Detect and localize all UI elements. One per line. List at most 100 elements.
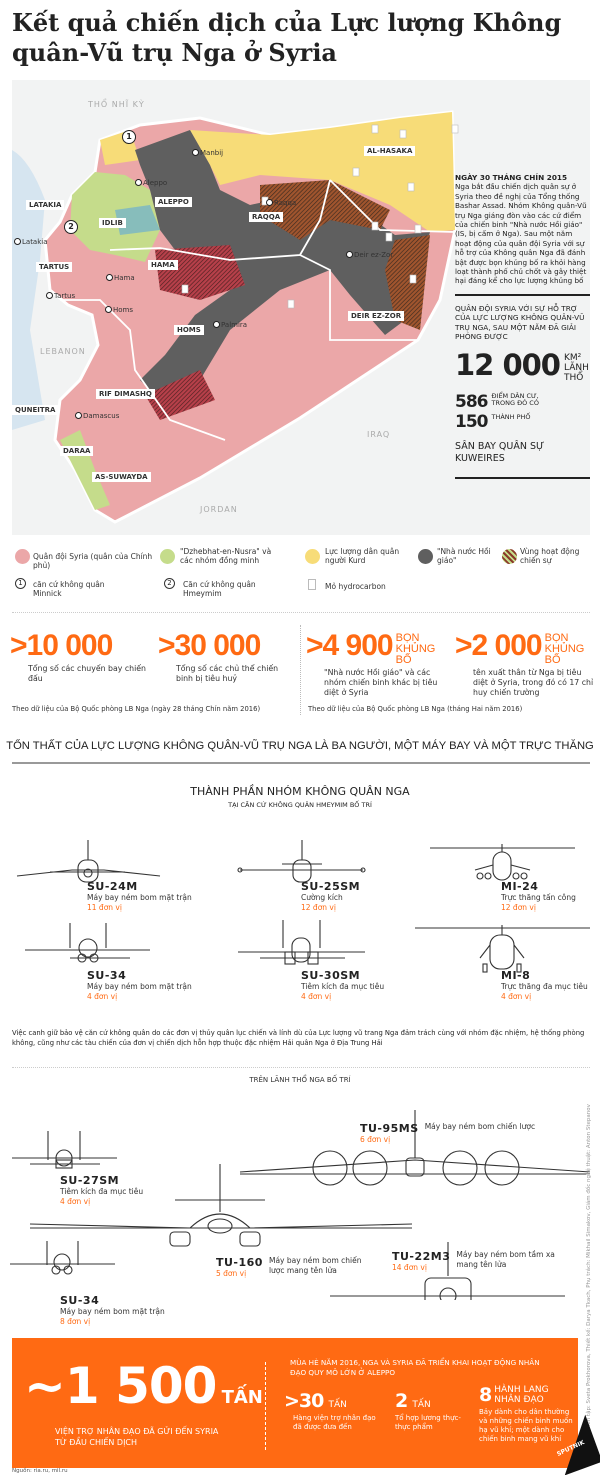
aircraft-mi-8: MI-8 Trực thăng đa mục tiêu 4 đơn vị: [501, 969, 588, 1002]
legend-swatch-is: [418, 549, 433, 564]
su-34-icon: [25, 923, 150, 963]
aircraft-desc: Máy bay ném bom mặt trận: [87, 893, 192, 902]
city-palmira: Palmira: [213, 321, 247, 329]
region-nusra: [70, 172, 160, 262]
marker-2-icon: 2: [164, 578, 175, 589]
aid-item-value: >30: [284, 1390, 324, 1412]
legend-label: Lực lượng dân quân người Kurd: [325, 547, 400, 565]
aircraft-tu-22m3: TU-22M3 14 đơn vị Máy bay ném bom tầm xa…: [392, 1250, 577, 1273]
aid-item-unit: HÀNH LANG NHÂN ĐẠO: [494, 1385, 549, 1405]
su-25sm-icon: [237, 840, 366, 883]
mi-8-icon: [415, 925, 590, 973]
cities-value: 150: [455, 411, 488, 432]
stat-value: 10 000: [26, 629, 114, 662]
su-34-russia-icon: [10, 1241, 115, 1275]
map-graphic: [12, 80, 590, 535]
aircraft-name: SU-34: [87, 969, 127, 982]
stat-value: 2 000: [471, 629, 543, 662]
country-label-lebanon: LEBANON: [40, 347, 86, 356]
bracket: [258, 1362, 266, 1450]
aircraft-units: 12 đơn vị: [501, 903, 536, 912]
source-note: Theo dữ liệu của Bộ Quốc phòng LB Nga (n…: [12, 705, 261, 713]
country-label-iraq: IRAQ: [367, 430, 391, 439]
page-title: Kết quả chiến dịch của Lực lượng Không q…: [12, 8, 562, 67]
legend-swatch-nusra: [160, 549, 175, 564]
city-hama: Hama: [106, 274, 135, 282]
aircraft-units: 8 đơn vị: [60, 1317, 91, 1326]
region-label-daraa: DARAA: [60, 446, 94, 456]
aircraft-units: 4 đơn vị: [60, 1197, 91, 1206]
city-manbij: Manbij: [192, 149, 223, 157]
divider: [300, 625, 301, 715]
aircraft-drawings-hmeymim: [16, 840, 590, 973]
divider: [12, 762, 590, 764]
aircraft-desc: Trực thăng tấn công: [501, 893, 576, 902]
legend-label: Căn cứ không quân Hmeymim: [183, 580, 256, 598]
stat-prefix: >: [10, 629, 28, 662]
aircraft-units: 4 đơn vị: [87, 992, 118, 1001]
source: Nguồn: ria.ru, mil.ru: [12, 1468, 68, 1474]
aircraft-su-34-russia: SU-34 Máy bay ném bom mặt trận 8 đơn vị: [60, 1294, 165, 1327]
stat-prefix: >: [455, 629, 473, 662]
stat-unit: BỌN KHỦNG BỐ: [544, 632, 585, 666]
info-panel: NGÀY 30 THÁNG CHÍN 2015 Nga bắt đầu chiế…: [455, 173, 590, 487]
legend-label: Mỏ hydrocarbon: [325, 582, 386, 591]
stat-russian-terrorists: >2 000 BỌN KHỦNG BỐ tên xuất thân từ Nga …: [455, 630, 598, 698]
aid-item-unit: TẤN: [412, 1400, 431, 1410]
region-label-al-hasaka: AL-HASAKA: [364, 146, 416, 156]
aid-item-desc: Tổ hợp lương thực-thực phẩm: [395, 1414, 461, 1431]
region-label-homs: HOMS: [174, 325, 204, 335]
guard-text: Việc canh giữ bảo vệ căn cứ không quân d…: [12, 1029, 585, 1047]
aid-item-value: 8: [479, 1384, 492, 1406]
aircraft-desc: Máy bay ném bom chiến lược: [424, 1122, 536, 1131]
region-label-quneitra: QUNEITRA: [12, 405, 59, 415]
aid-item-value: 2: [395, 1390, 408, 1412]
aid-banner: ~1 500 TẤN VIỆN TRỢ NHÂN ĐẠO ĐÃ GỬI ĐẾN …: [12, 1338, 578, 1468]
divider: [12, 612, 590, 613]
aircraft-desc: Máy bay ném bom chiến lược mang tên lửa: [268, 1256, 362, 1275]
aircraft-name: SU-27SM: [60, 1174, 120, 1187]
losses-heading: TỔN THẤT CỦA LỰC LƯỢNG KHÔNG QUÂN-VŨ TRỤ…: [6, 740, 594, 752]
aircraft-name: TU-160: [216, 1256, 263, 1269]
aleppo-heading: MÙA HÈ NĂM 2016, NGA VÀ SYRIA ĐÃ TRIỂN K…: [290, 1358, 540, 1377]
aid-unit: TẤN: [221, 1387, 263, 1408]
legend-label: "Dzhebhat-en-Nusra" và các nhóm đồng min…: [180, 547, 272, 565]
aircraft-name: SU-34: [60, 1294, 100, 1307]
legend-label: Vùng hoạt động chiến sự: [520, 547, 580, 565]
region-label-deir-ez-zor: DEIR EZ-ZOR: [348, 311, 405, 321]
tu-160-icon: [29, 1164, 413, 1247]
airbase-marker-1[interactable]: 1: [122, 130, 136, 144]
city-tartus: Tartus: [46, 292, 75, 300]
city-latakia: Latakia: [14, 238, 48, 246]
airbase-marker-2[interactable]: 2: [64, 220, 78, 234]
region-label-as-suwayda: AS-SUWAYDA: [92, 472, 151, 482]
country-label-jordan: JORDAN: [200, 505, 238, 514]
aircraft-su-24m: SU-24M Máy bay ném bom mặt trận 11 đơn v…: [87, 880, 192, 913]
country-label-turkey: THỔ NHĨ KỲ: [88, 100, 145, 109]
aircraft-units: 4 đơn vị: [301, 992, 332, 1001]
region-label-idlib: IDLIB: [99, 218, 126, 228]
region-label-latakia: LATAKIA: [26, 200, 65, 210]
aircraft-name: TU-22M3: [392, 1250, 451, 1263]
liberated-intro: QUÂN ĐỘI SYRIA VỚI SỰ HỖ TRỢ CỦA LỰC LƯỢ…: [455, 303, 585, 342]
aircraft-name: SU-25SM: [301, 880, 361, 893]
marker-1-icon: 1: [15, 578, 26, 589]
aircraft-mi-24: MI-24 Trực thăng tấn công 12 đơn vị: [501, 880, 576, 913]
stat-prefix: >: [306, 629, 324, 662]
aircraft-su-27sm: SU-27SM Tiêm kích đa mục tiêu 4 đơn vị: [60, 1174, 143, 1207]
divider: [455, 476, 590, 479]
aid-item-desc: Bảy dành cho dân thường và những chiến b…: [479, 1408, 573, 1443]
stat-prefix: >: [158, 629, 176, 662]
aid-desc: VIỆN TRỢ NHÂN ĐẠO ĐÃ GỬI ĐẾN SYRIA TỪ ĐẦ…: [55, 1427, 219, 1447]
aircraft-name: SU-30SM: [301, 969, 361, 982]
aircraft-tu-95ms: TU-95MS 6 đơn vị Máy bay ném bom chiến l…: [360, 1122, 575, 1145]
mi-24-icon: [430, 844, 575, 881]
divider: [12, 1067, 590, 1068]
city-deir-ez-zor: Deir ez-Zor: [346, 251, 393, 259]
aircraft-desc: Cường kích: [301, 893, 343, 902]
aircraft-desc: Trực thăng đa mục tiêu: [501, 982, 588, 991]
stat-desc: tên xuất thân từ Nga bị tiêu diệt ở Syri…: [473, 668, 594, 697]
region-is: [135, 130, 430, 400]
region-label-aleppo: ALEPPO: [155, 197, 192, 207]
cities-label: THÀNH PHỐ: [491, 412, 531, 421]
